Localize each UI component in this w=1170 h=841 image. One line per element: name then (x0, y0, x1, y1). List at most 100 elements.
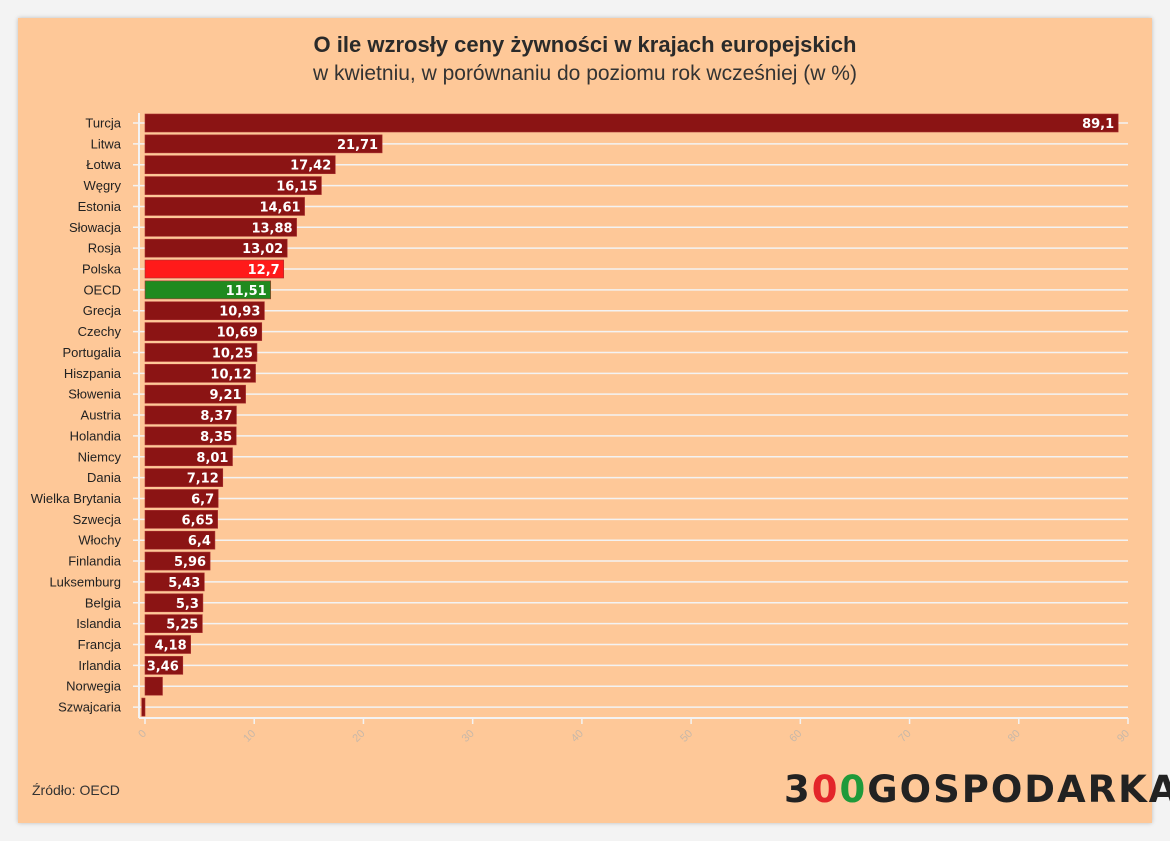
data-label: 6,7 (191, 492, 214, 507)
x-tick-label: 30 (460, 728, 477, 745)
category-label: Szwecja (73, 512, 122, 527)
category-label: Irlandia (78, 658, 121, 673)
data-label: 5,43 (168, 576, 200, 591)
x-tick-label: 20 (350, 728, 367, 745)
bar (144, 343, 258, 362)
category-label: Francja (78, 637, 122, 652)
data-label: 6,4 (188, 534, 211, 549)
x-tick-label: 10 (241, 728, 258, 745)
data-label: 6,65 (182, 513, 214, 528)
x-tick-label: 40 (569, 728, 586, 745)
category-label: Norwegia (66, 679, 122, 694)
bar (144, 593, 204, 613)
category-label: Łotwa (86, 157, 121, 172)
data-label: 10,93 (219, 305, 260, 320)
bar (144, 635, 191, 654)
bar (144, 551, 211, 571)
category-label: Portugalia (62, 345, 121, 360)
bar (144, 656, 184, 675)
bar (144, 218, 297, 237)
category-label: Polska (82, 262, 122, 277)
data-label: 5,96 (174, 555, 206, 570)
data-label: 13,88 (251, 221, 292, 236)
bar (144, 155, 336, 175)
data-label: 12,7 (248, 263, 280, 278)
category-label: Szwajcaria (58, 700, 122, 715)
bar (144, 176, 322, 195)
category-label: Belgia (85, 595, 122, 610)
bar (144, 322, 263, 341)
data-label: 11,51 (226, 284, 267, 299)
category-label: Estonia (78, 199, 122, 214)
brand-logo: 300GOSPODARKA (784, 768, 1170, 811)
data-label: 21,71 (337, 138, 378, 153)
data-label: 8,37 (200, 409, 232, 424)
bar (144, 384, 246, 404)
chart-title: O ile wzrosły ceny żywności w krajach eu… (313, 32, 857, 57)
x-tick-label: 60 (787, 728, 804, 745)
bar (144, 238, 288, 258)
bar (144, 447, 233, 467)
category-label: Niemcy (78, 449, 122, 464)
data-label: 7,12 (187, 472, 219, 487)
category-label: Czechy (78, 324, 122, 339)
bar (144, 405, 237, 425)
category-label: Rosja (88, 241, 122, 256)
data-label: 8,01 (196, 451, 228, 466)
category-label: Dania (87, 470, 122, 485)
bar (141, 697, 146, 717)
category-label: Grecja (83, 303, 122, 318)
bar (144, 614, 203, 633)
category-label: Wielka Brytania (31, 491, 122, 506)
data-label: 16,15 (276, 180, 317, 195)
category-label: Luksemburg (49, 574, 121, 589)
category-label: Słowenia (68, 387, 122, 402)
bar (144, 489, 219, 508)
category-label: Słowacja (69, 220, 122, 235)
data-label: 89,1 (1082, 117, 1114, 132)
category-label: Węgry (83, 178, 121, 193)
x-tick-label: 50 (678, 728, 695, 745)
data-label: 5,3 (176, 597, 199, 612)
bar (144, 134, 383, 154)
x-tick-label: 70 (897, 728, 914, 745)
bar (144, 676, 163, 696)
bar (144, 468, 224, 487)
bar (144, 364, 256, 383)
bar (144, 510, 218, 529)
category-label: Hiszpania (64, 366, 122, 381)
data-label: 13,02 (242, 242, 283, 257)
data-label: 10,69 (217, 326, 258, 341)
bar (144, 259, 285, 279)
data-label: 3,46 (147, 659, 179, 674)
category-label: OECD (83, 282, 121, 297)
data-label: 4,18 (155, 639, 187, 654)
data-label: 17,42 (290, 159, 331, 174)
data-label: 5,25 (166, 618, 198, 633)
bar (144, 197, 305, 216)
category-label: Włochy (78, 533, 121, 548)
data-label: 10,12 (210, 367, 251, 382)
category-label: Finlandia (68, 554, 122, 569)
category-label: Austria (81, 408, 122, 423)
bar (144, 530, 216, 550)
bar (144, 301, 265, 321)
bar (144, 572, 205, 592)
x-tick-label: 90 (1115, 728, 1132, 745)
category-label: Litwa (91, 136, 122, 151)
category-label: Turcja (85, 116, 121, 131)
bar (144, 426, 237, 446)
x-tick-label: 80 (1006, 728, 1023, 745)
data-label: 9,21 (210, 388, 242, 403)
data-label: 10,25 (212, 346, 253, 361)
source-note: Źródło: OECD (32, 782, 120, 798)
x-tick-label: 0 (136, 728, 149, 741)
bar (144, 113, 1119, 133)
chart-subtitle: w kwietniu, w porównaniu do poziomu rok … (313, 62, 857, 85)
data-label: 14,61 (259, 200, 300, 215)
category-label: Islandia (76, 616, 122, 631)
data-label: 8,35 (200, 430, 232, 445)
bar (144, 280, 272, 300)
category-label: Holandia (70, 428, 122, 443)
